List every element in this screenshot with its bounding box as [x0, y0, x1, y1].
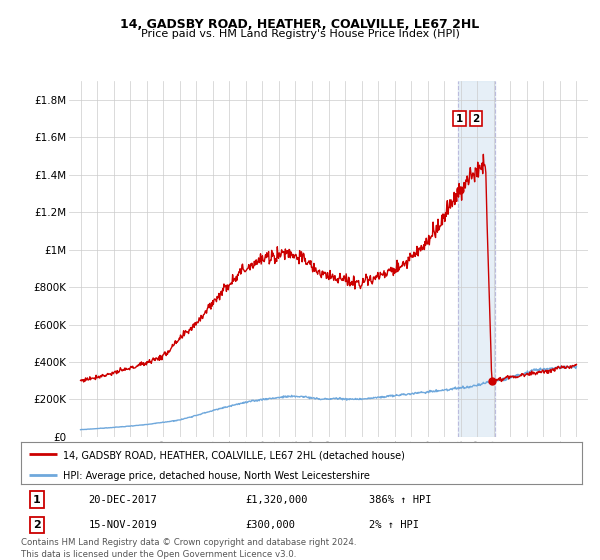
Text: 2% ↑ HPI: 2% ↑ HPI	[369, 520, 419, 530]
Text: 15-NOV-2019: 15-NOV-2019	[88, 520, 157, 530]
Bar	[458, 81, 496, 437]
Text: 1: 1	[33, 494, 41, 505]
Text: 14, GADSBY ROAD, HEATHER, COALVILLE, LE67 2HL (detached house): 14, GADSBY ROAD, HEATHER, COALVILLE, LE6…	[63, 450, 405, 460]
Text: Contains HM Land Registry data © Crown copyright and database right 2024.
This d: Contains HM Land Registry data © Crown c…	[21, 538, 356, 559]
Text: 2: 2	[33, 520, 41, 530]
Text: 1: 1	[456, 114, 463, 124]
Text: Price paid vs. HM Land Registry's House Price Index (HPI): Price paid vs. HM Land Registry's House …	[140, 29, 460, 39]
Text: 2: 2	[472, 114, 480, 124]
Text: HPI: Average price, detached house, North West Leicestershire: HPI: Average price, detached house, Nort…	[63, 471, 370, 481]
Text: £1,320,000: £1,320,000	[245, 494, 308, 505]
Text: £300,000: £300,000	[245, 520, 295, 530]
Text: 14, GADSBY ROAD, HEATHER, COALVILLE, LE67 2HL: 14, GADSBY ROAD, HEATHER, COALVILLE, LE6…	[121, 18, 479, 31]
Text: 386% ↑ HPI: 386% ↑ HPI	[369, 494, 431, 505]
Text: 20-DEC-2017: 20-DEC-2017	[88, 494, 157, 505]
